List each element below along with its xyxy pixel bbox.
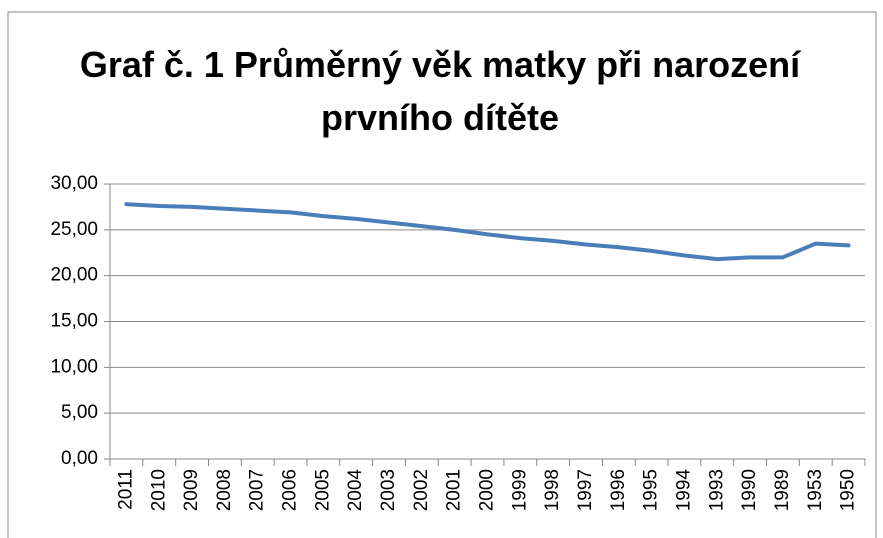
x-tick-label: 1989 xyxy=(772,469,793,511)
y-tick-label: 5,00 xyxy=(61,402,98,423)
x-tick-label: 2002 xyxy=(411,469,432,511)
x-tick-label: 2003 xyxy=(378,469,399,511)
x-tick-label: 1997 xyxy=(575,469,596,511)
x-tick-label: 1953 xyxy=(805,469,826,511)
x-tick-label: 2000 xyxy=(477,469,498,511)
x-tick-label: 2009 xyxy=(181,469,202,511)
y-tick-label: 20,00 xyxy=(50,265,98,286)
x-tick-label: 2010 xyxy=(148,469,169,511)
x-tick-label: 1990 xyxy=(739,469,760,511)
y-tick-label: 25,00 xyxy=(50,219,98,240)
x-tick-label: 1993 xyxy=(706,469,727,511)
y-tick-label: 10,00 xyxy=(50,356,98,377)
x-tick-label: 1999 xyxy=(509,469,530,511)
y-tick-label: 0,00 xyxy=(61,448,98,469)
chart-border xyxy=(7,11,877,538)
chart-title: Graf č. 1 Průměrný věk matky při narozen… xyxy=(79,44,801,138)
y-tick-label: 15,00 xyxy=(50,311,98,332)
x-tick-label: 1995 xyxy=(641,469,662,511)
x-tick-label: 2011 xyxy=(115,469,136,510)
x-tick-label: 2008 xyxy=(214,469,235,511)
x-tick-label: 1996 xyxy=(608,469,629,511)
x-tick-label: 2007 xyxy=(247,469,268,511)
x-tick-label: 1950 xyxy=(838,469,859,511)
x-tick-label: 2001 xyxy=(444,469,465,511)
x-tick-label: 2006 xyxy=(280,469,301,511)
data-line xyxy=(124,202,851,262)
x-tick-label: 2005 xyxy=(312,469,333,511)
x-tick-label: 2004 xyxy=(345,469,366,512)
x-tick-label: 1998 xyxy=(542,469,563,511)
y-tick-label: 30,00 xyxy=(50,173,98,194)
x-tick-label: 1994 xyxy=(673,469,694,512)
